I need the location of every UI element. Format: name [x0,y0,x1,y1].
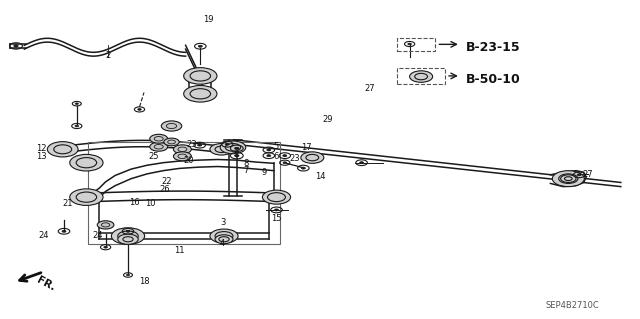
Text: 24: 24 [38,231,49,240]
Circle shape [97,221,114,229]
Text: 18: 18 [139,277,149,286]
Circle shape [234,147,239,149]
Circle shape [164,138,179,146]
Text: 27: 27 [365,84,375,93]
Text: 4: 4 [220,239,225,248]
Circle shape [198,144,202,146]
Circle shape [76,103,78,104]
Circle shape [70,154,103,171]
Circle shape [283,162,287,164]
Circle shape [215,235,233,244]
Circle shape [127,274,129,276]
Text: 5: 5 [274,142,279,151]
Circle shape [360,162,364,164]
Text: 7: 7 [244,166,249,175]
Circle shape [150,142,168,151]
Circle shape [138,108,141,110]
Text: 23: 23 [187,140,197,149]
Circle shape [210,144,233,155]
Circle shape [47,142,78,157]
Circle shape [161,121,182,131]
Text: 16: 16 [129,198,140,207]
Text: 25: 25 [148,152,159,161]
Text: 24: 24 [92,231,102,240]
Text: 10: 10 [145,199,156,208]
Circle shape [561,175,576,182]
Text: FR.: FR. [35,275,57,293]
Circle shape [552,171,584,187]
Circle shape [150,134,168,143]
Text: B-50-10: B-50-10 [466,73,521,85]
Circle shape [234,155,239,157]
Circle shape [173,145,191,154]
Text: 11: 11 [174,246,184,255]
Circle shape [301,152,324,163]
Text: 27: 27 [582,170,593,179]
Circle shape [104,246,108,248]
Circle shape [75,125,79,127]
Bar [88,142,280,244]
Text: 8: 8 [244,159,249,168]
Circle shape [184,85,217,102]
Circle shape [410,71,433,82]
Text: 17: 17 [301,143,311,152]
Text: 6: 6 [274,152,279,161]
Circle shape [577,174,581,176]
Text: 20: 20 [184,156,194,165]
Bar [397,38,435,51]
Text: 14: 14 [315,172,325,181]
Text: 29: 29 [323,115,333,124]
Circle shape [118,234,138,244]
Text: 23: 23 [289,154,300,163]
Text: 26: 26 [160,185,170,194]
Text: SEP4B2710C: SEP4B2710C [546,301,600,310]
Text: 13: 13 [36,152,47,161]
Circle shape [225,143,229,145]
Circle shape [126,230,130,232]
Circle shape [267,155,271,157]
Circle shape [283,155,287,157]
Circle shape [408,43,412,45]
Circle shape [62,230,66,232]
Circle shape [14,45,18,47]
Circle shape [111,228,145,244]
Text: 21: 21 [62,199,72,208]
Circle shape [262,190,291,204]
Circle shape [267,149,271,151]
Text: 12: 12 [36,144,47,153]
Text: 15: 15 [271,214,282,223]
Circle shape [173,152,191,161]
Circle shape [198,45,202,47]
Text: 3: 3 [220,218,225,227]
Circle shape [275,209,278,211]
Circle shape [220,141,246,154]
Circle shape [301,167,305,169]
Text: 9: 9 [261,168,266,177]
Text: 19: 19 [203,15,213,24]
Circle shape [70,189,103,205]
Circle shape [184,68,217,84]
Circle shape [210,229,238,243]
Text: 2: 2 [105,51,110,60]
Text: 22: 22 [161,177,172,186]
Bar [397,68,445,84]
Text: B-23-15: B-23-15 [466,41,520,54]
